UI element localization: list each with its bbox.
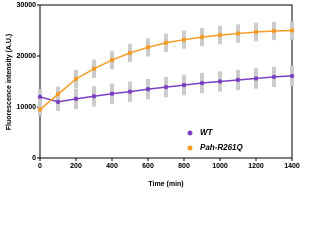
- data-point: [145, 86, 151, 92]
- data-point: [199, 34, 205, 40]
- y-tick-label: 10000: [17, 104, 37, 111]
- data-point: [109, 57, 115, 63]
- data-point: [289, 28, 295, 33]
- data-point: [73, 76, 79, 82]
- data-point: [217, 79, 223, 84]
- data-point: [181, 37, 187, 42]
- x-tick-label: 1200: [248, 163, 264, 170]
- data-point: [109, 91, 115, 96]
- x-axis-label: Time (min): [148, 181, 183, 188]
- data-point: [145, 45, 151, 50]
- data-point: [91, 94, 97, 99]
- legend-label: Pah-R261Q: [200, 143, 243, 152]
- data-point: [127, 50, 133, 56]
- data-point: [91, 66, 97, 71]
- data-point: [271, 28, 277, 34]
- x-tick-label: 800: [178, 163, 190, 170]
- x-tick-label: 0: [38, 163, 42, 170]
- data-point: [181, 82, 187, 88]
- legend-marker: [187, 145, 193, 151]
- data-point: [37, 107, 43, 112]
- data-point: [235, 77, 241, 83]
- x-tick-label: 200: [70, 163, 82, 170]
- y-tick-label: 30000: [17, 2, 37, 9]
- y-axis-label: Fluorescence intensity (A.U.): [6, 34, 13, 130]
- y-tick-label: 0: [32, 155, 36, 162]
- data-point: [199, 80, 205, 86]
- x-tick-label: 1400: [284, 163, 300, 170]
- data-point: [253, 76, 259, 81]
- data-point: [163, 84, 169, 90]
- data-point: [253, 29, 259, 35]
- x-tick-label: 400: [106, 163, 118, 170]
- chart: Fluorescence intensity (A.U.) Time (min)…: [6, 2, 300, 188]
- data-point: [289, 73, 295, 79]
- x-tick-label: 600: [142, 163, 154, 170]
- data-point: [55, 92, 61, 97]
- data-point: [271, 74, 277, 80]
- x-tick-label: 1000: [212, 163, 228, 170]
- data-point: [217, 32, 223, 38]
- data-point: [163, 40, 169, 45]
- y-tick-label: 20000: [17, 53, 37, 60]
- data-point: [55, 99, 61, 105]
- data-point: [37, 94, 43, 100]
- legend-label: WT: [200, 128, 214, 137]
- data-point: [73, 96, 79, 102]
- data-point: [235, 31, 241, 36]
- data-point: [127, 89, 133, 94]
- legend-marker: [187, 130, 193, 136]
